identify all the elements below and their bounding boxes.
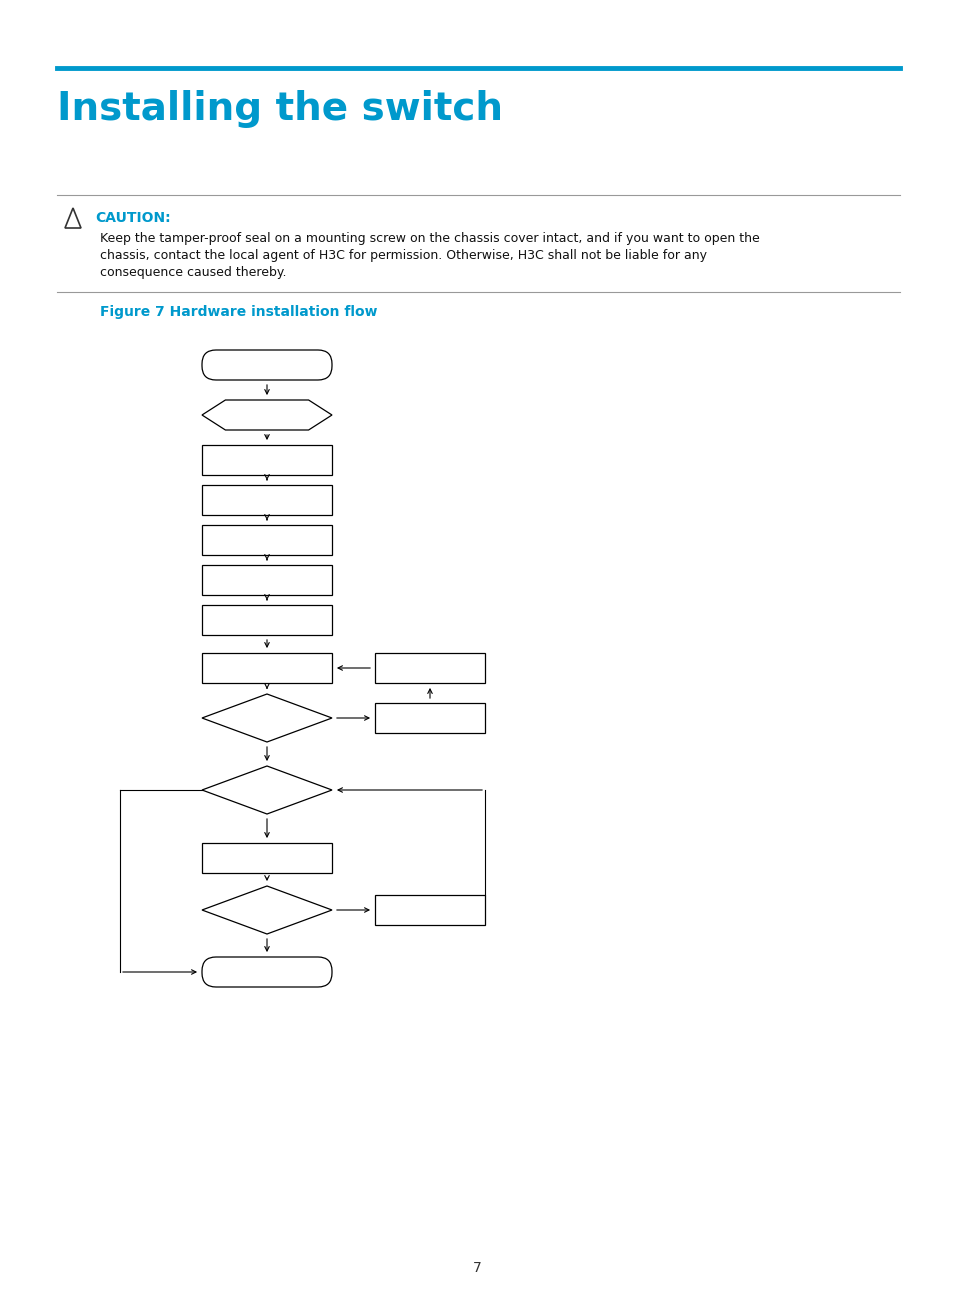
Bar: [375, 702, 484, 734]
Text: 7: 7: [472, 1261, 481, 1275]
Text: Keep the tamper-proof seal on a mounting screw on the chassis cover intact, and : Keep the tamper-proof seal on a mounting…: [100, 232, 759, 279]
FancyBboxPatch shape: [202, 350, 332, 380]
Bar: [202, 565, 332, 595]
Bar: [202, 653, 332, 683]
Bar: [202, 445, 332, 476]
Text: Installing the switch: Installing the switch: [57, 89, 502, 128]
Bar: [202, 605, 332, 635]
Bar: [375, 653, 484, 683]
Bar: [202, 525, 332, 555]
Text: Figure 7 Hardware installation flow: Figure 7 Hardware installation flow: [100, 305, 377, 319]
Bar: [202, 842, 332, 874]
Bar: [202, 485, 332, 515]
Text: CAUTION:: CAUTION:: [95, 211, 171, 226]
FancyBboxPatch shape: [202, 956, 332, 988]
Bar: [375, 896, 484, 925]
